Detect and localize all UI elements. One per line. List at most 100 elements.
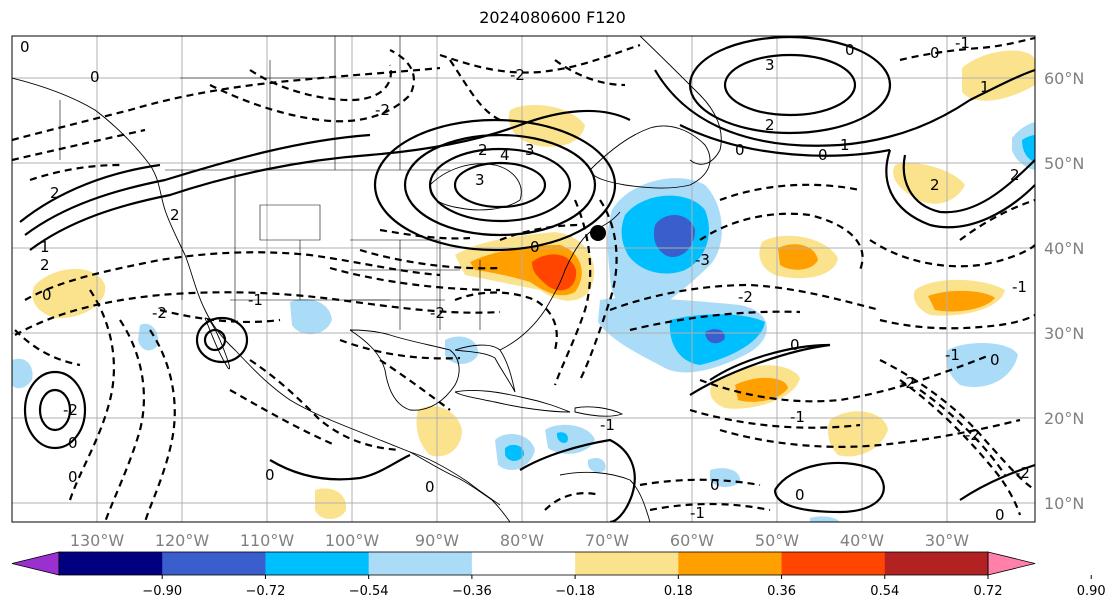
contour-label: 3 [765,56,775,74]
contour-label: 0 [995,506,1005,524]
colorbar-tick-label: −0.36 [452,584,492,599]
lon-label: 120°W [155,531,210,550]
contour-label: 0 [990,351,1000,369]
lon-label: 30°W [925,531,969,550]
anomaly-atl-40n-core [778,244,818,270]
contour-label: 0 [818,146,828,164]
lon-label: 90°W [415,531,459,550]
contour-label: 1 [40,238,50,256]
colorbar-segment [162,552,266,575]
contour-label: 0 [90,68,100,86]
solid-contours [19,36,1035,522]
colorbar-segment [59,552,163,575]
anomaly-east-us-core [532,254,577,291]
contour-label: -2 [510,66,525,84]
contour-label: 0 [425,478,435,496]
map-title: 2024080600 F120 [479,8,626,27]
contour-label: 4 [500,146,510,164]
colorbar-segment [781,552,886,575]
longitude-labels: 130°W 120°W 110°W 100°W 90°W 80°W 70°W 6… [70,531,969,550]
contour-label: 3 [475,171,485,189]
coast-baja [204,317,231,370]
lon-label: 60°W [670,531,714,550]
lat-label: 10°N [1044,494,1084,513]
graticule [12,36,1035,522]
colorbar-tick-label: −0.54 [349,584,389,599]
anomaly-atl-50n-core [1022,135,1035,162]
contour-label: -2 [152,304,167,322]
anomaly-gulf-blue [445,336,479,365]
lon-label: 50°W [755,531,799,550]
anomaly-caribbean-core [505,444,525,462]
coast-labrador [589,125,711,189]
colorbar: −0.90 −0.72 −0.54 −0.36 −0.18 0.18 0.36 0.54 0.7… [11,551,1105,599]
contour-label: 0 [795,486,805,504]
contour-label: 2 [1010,166,1020,184]
anomaly-pacific-west [12,358,33,389]
colorbar-segment [265,552,370,575]
anomaly-pacific-small [315,488,347,519]
coast-gulf-mexico [349,329,460,411]
anomaly-caribbean-2-core [556,432,568,443]
colorbar-segment [368,552,473,575]
contour-label: 0 [42,286,52,304]
lat-label: 60°N [1044,69,1084,88]
colorbar-extend-low [11,551,60,576]
contour-label: -3 [695,251,710,269]
contour-label: -1 [955,34,970,52]
coast-alaska-bc [12,77,511,522]
colorbar-tick-label: −0.90 [142,584,182,599]
colorbar-tick-label: 0.54 [870,584,899,599]
contour-label: -2 [430,304,445,322]
contour-label: -2 [375,101,390,119]
contour-label: 2 [930,176,940,194]
anomaly-newfoundland-core [653,214,695,258]
anomaly-tropics-small [710,468,741,488]
contour-label: -1 [1012,278,1027,296]
contour-label: -1 [690,504,705,522]
anomaly-gulf-hond [416,406,462,457]
contour-label: 2 [765,116,775,134]
contour-label: 1 [840,136,850,154]
contour-label: 0 [735,141,745,159]
anomaly-atl-28n [946,343,1018,387]
coastlines [12,36,722,522]
lon-label: 80°W [500,531,544,550]
storm-position-dot [590,225,606,241]
contour-label: -1 [790,408,805,426]
contour-labels: 0 2 3 4 3 -2 -2 0 -2 -1 2 2 0 1 -2 -2 0 … [20,34,1030,524]
colorbar-tick-label: −0.72 [246,584,286,599]
colorbar-segment [884,552,989,575]
anomaly-atl-25n-core [735,377,788,402]
lon-label: 70°W [585,531,629,550]
contour-label: -2 [965,426,980,444]
colorbar-tick-label: 0.90 [1077,584,1105,599]
anomaly-mexico-small [290,299,332,335]
contour-label: 1 [980,78,990,96]
colorbar-extend-high [987,551,1036,576]
contour-label: -1 [600,416,615,434]
coast-hudson [429,163,522,211]
colorbar-tick-label: 0.36 [767,584,796,599]
colorbar-tick-label: −0.18 [555,584,595,599]
anomaly-atl-20n [828,411,888,457]
colorbar-tick-label: 0.72 [974,584,1003,599]
coast-central-america [409,451,501,506]
colorbar-frame [58,551,989,576]
contour-label: 3 [525,141,535,159]
anomaly-baja [32,268,106,319]
contour-label: 2 [50,184,60,202]
coast-greenland [639,36,722,165]
latitude-labels: 60°N 50°N 40°N 30°N 20°N 10°N [1044,69,1084,513]
colorbar-segment [678,552,783,575]
contour-label: 0 [710,476,720,494]
anomaly-bottom-blue [810,516,840,522]
lat-label: 50°N [1044,154,1084,173]
contour-label: -2 [900,374,915,392]
colorbar-tick-label: 0.18 [664,584,693,599]
map-frame [11,35,1036,523]
political-borders [59,36,481,330]
anomaly-pacific-small-blue [138,323,159,351]
contour-label: 0 [790,336,800,354]
contour-label: 0 [68,468,78,486]
